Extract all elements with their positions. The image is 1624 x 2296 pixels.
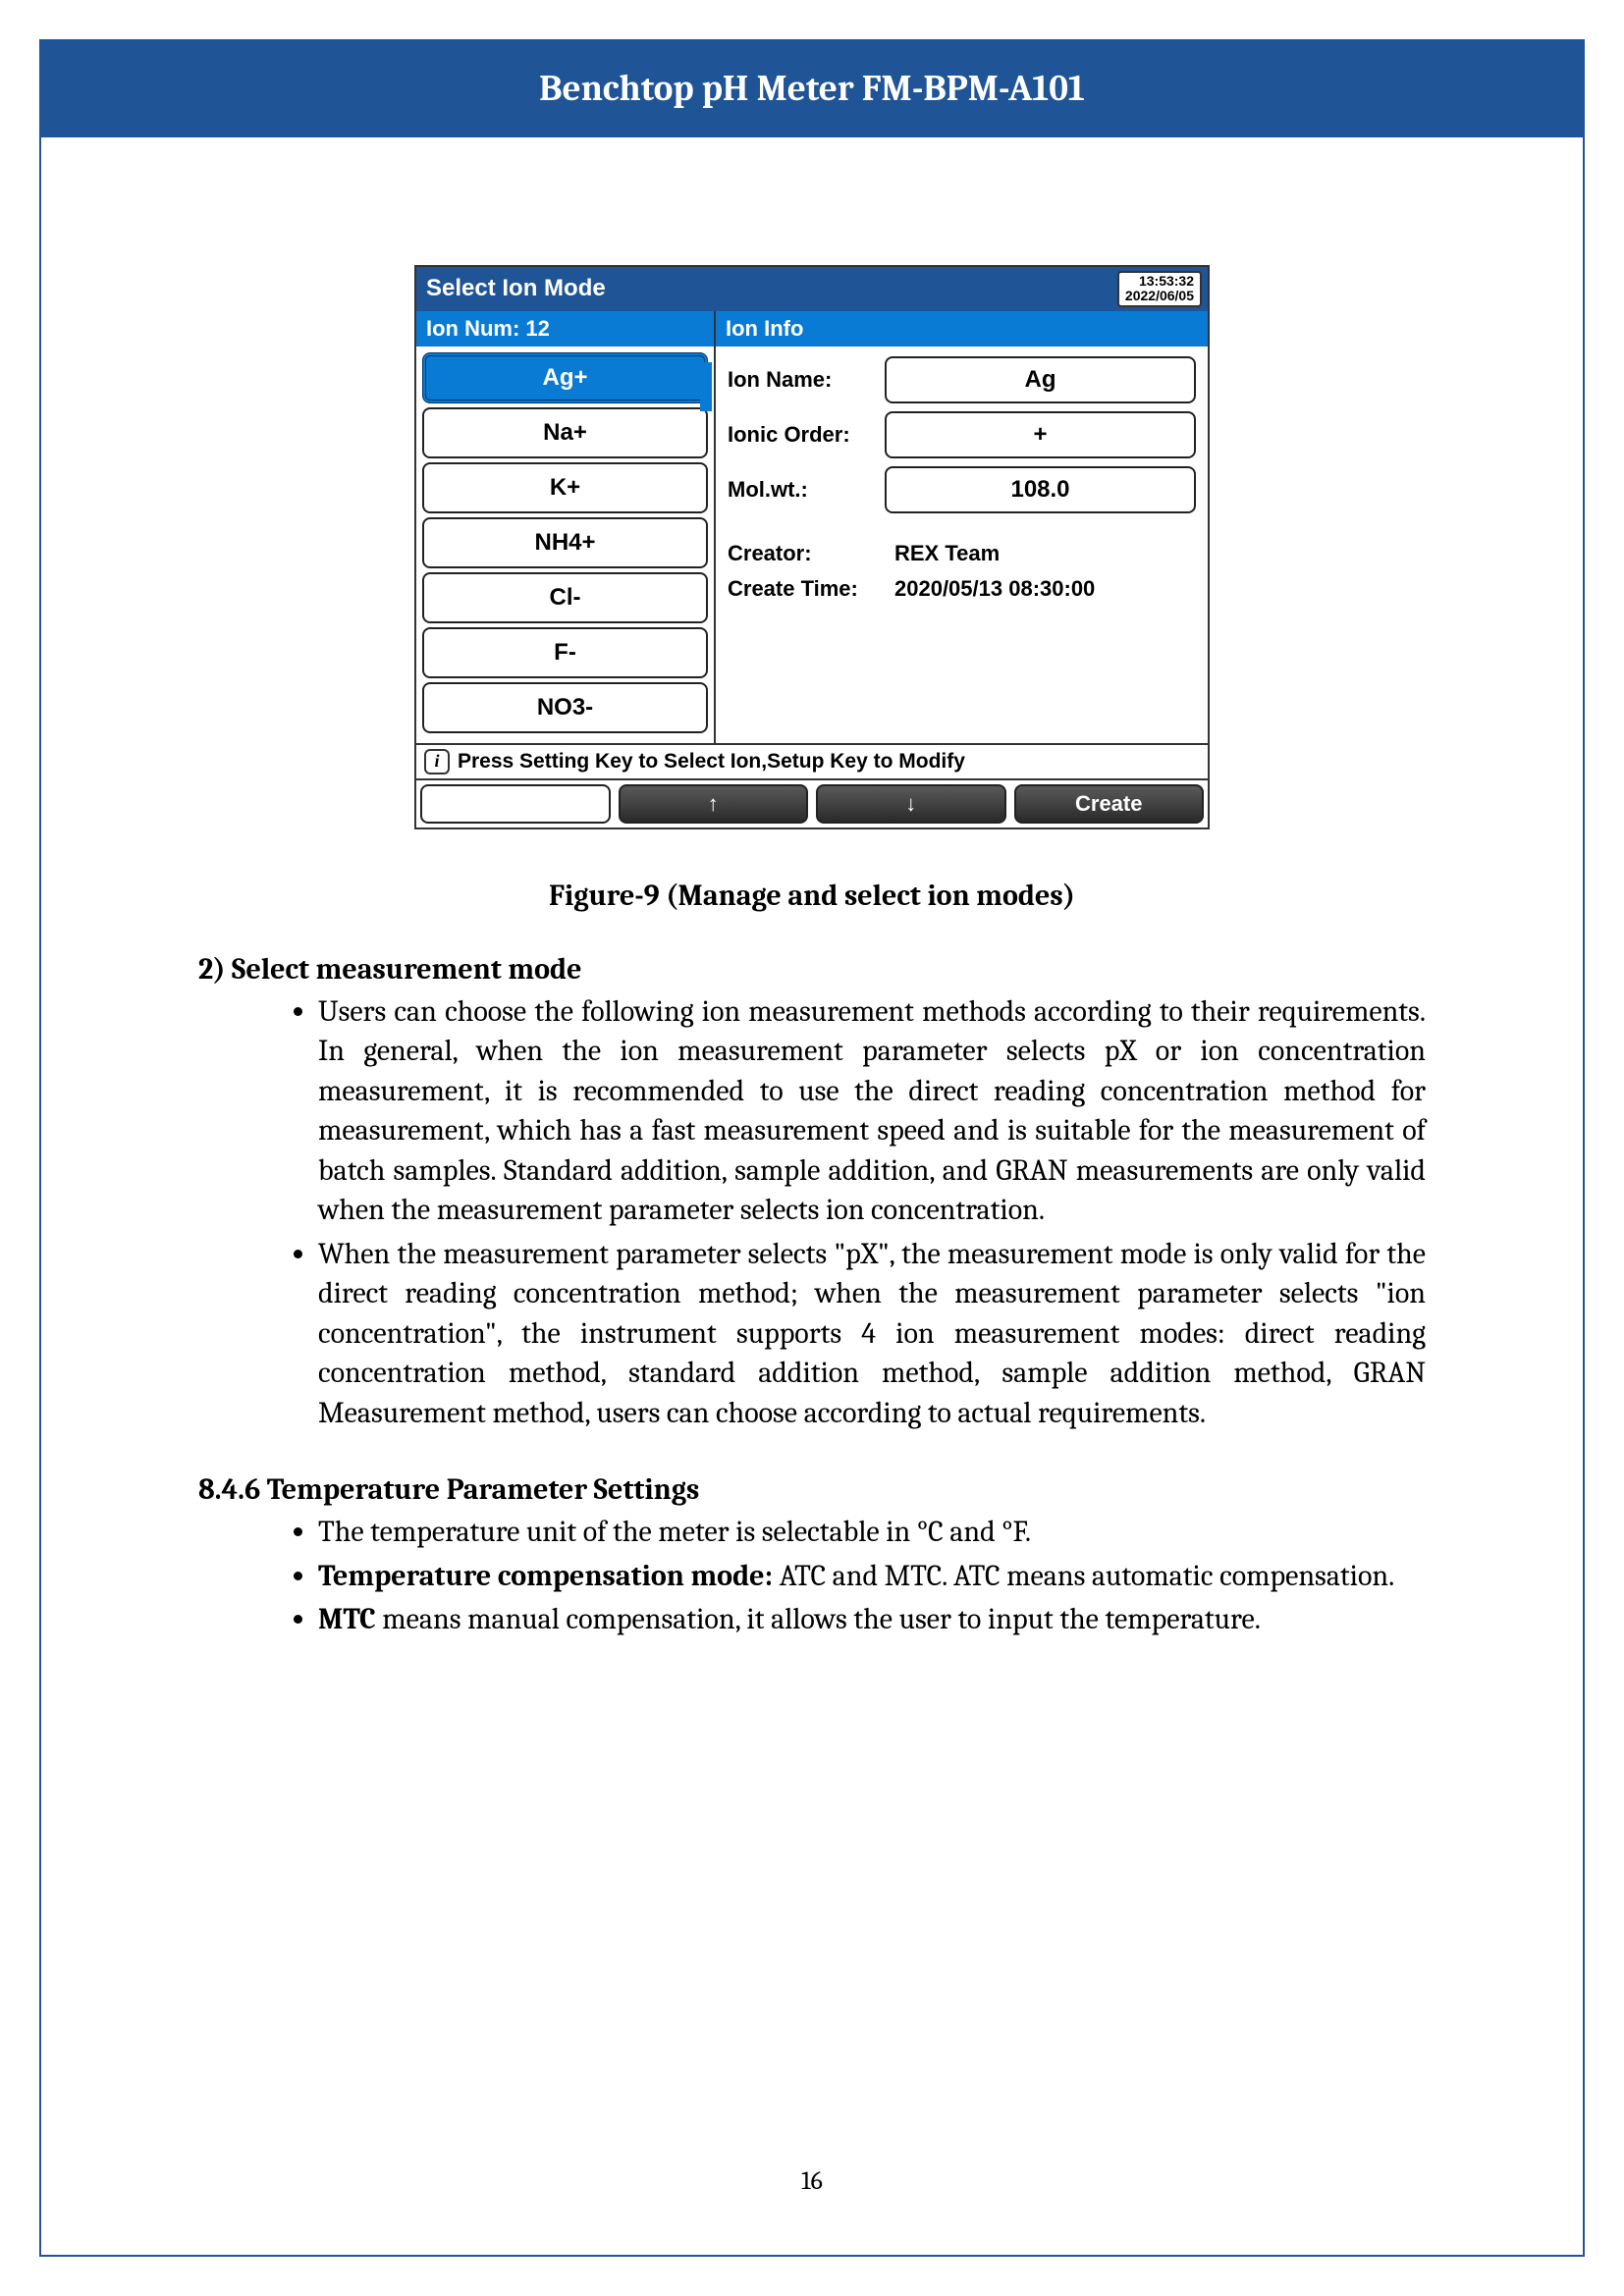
- list-item: The temperature unit of the meter is sel…: [318, 1513, 1426, 1553]
- ion-name-value: Ag: [885, 356, 1196, 403]
- ion-item[interactable]: F-: [422, 627, 708, 678]
- create-button[interactable]: Create: [1014, 784, 1205, 824]
- soft-button-blank[interactable]: [420, 784, 611, 824]
- clock-time: 13:53:32: [1125, 274, 1194, 289]
- ion-item[interactable]: Cl-: [422, 572, 708, 623]
- ion-num-label: Ion Num: 12: [416, 311, 716, 347]
- list-item: Temperature compensation mode: ATC and M…: [318, 1557, 1426, 1597]
- device-subheader: Ion Num: 12 Ion Info: [416, 311, 1208, 347]
- ionic-order-value: +: [885, 411, 1196, 458]
- figure-caption: Figure-9 (Manage and select ion modes): [198, 879, 1426, 913]
- device-screenshot: Select Ion Mode 13:53:32 2022/06/05 Ion …: [414, 265, 1210, 829]
- section-2-list: Users can choose the following ion measu…: [198, 992, 1426, 1434]
- molwt-label: Mol.wt.:: [728, 477, 885, 503]
- section-846-list: The temperature unit of the meter is sel…: [198, 1513, 1426, 1640]
- doc-title: Benchtop pH Meter FM-BPM-A101: [539, 69, 1085, 110]
- body-text: means manual compensation, it allows the…: [376, 1602, 1261, 1636]
- page-number: 16: [41, 2166, 1583, 2196]
- page-content: Select Ion Mode 13:53:32 2022/06/05 Ion …: [41, 137, 1583, 1644]
- ion-item[interactable]: NH4+: [422, 517, 708, 568]
- doc-header: Benchtop pH Meter FM-BPM-A101: [41, 41, 1583, 137]
- ion-item[interactable]: K+: [422, 462, 708, 513]
- bold-text: Temperature compensation mode:: [318, 1559, 773, 1593]
- up-button[interactable]: ↑: [619, 784, 809, 824]
- device-body: Ag+ Na+ K+ NH4+ Cl- F- NO3- Ion Name: Ag: [416, 347, 1208, 743]
- body-text: ATC and MTC. ATC means automatic compens…: [773, 1559, 1394, 1593]
- clock-date: 2022/06/05: [1125, 289, 1194, 303]
- down-button[interactable]: ↓: [816, 784, 1006, 824]
- ion-item[interactable]: NO3-: [422, 682, 708, 733]
- create-time-label: Create Time:: [728, 576, 894, 602]
- device-clock: 13:53:32 2022/06/05: [1117, 271, 1202, 307]
- soft-button-bar: ↑ ↓ Create: [416, 778, 1208, 828]
- ion-list-panel: Ag+ Na+ K+ NH4+ Cl- F- NO3-: [416, 347, 716, 743]
- section-2-heading: 2) Select measurement mode: [198, 952, 1426, 987]
- bold-text: MTC: [318, 1602, 376, 1636]
- ion-name-label: Ion Name:: [728, 367, 885, 393]
- molwt-value: 108.0: [885, 466, 1196, 513]
- ion-item[interactable]: Ag+: [422, 352, 708, 403]
- device-title: Select Ion Mode: [426, 275, 606, 302]
- ionic-order-label: Ionic Order:: [728, 422, 885, 448]
- ion-info-label: Ion Info: [716, 311, 1208, 347]
- create-time-value: 2020/05/13 08:30:00: [894, 576, 1095, 602]
- creator-label: Creator:: [728, 541, 894, 566]
- device-titlebar: Select Ion Mode 13:53:32 2022/06/05: [416, 267, 1208, 311]
- ion-list: Ag+ Na+ K+ NH4+ Cl- F- NO3-: [422, 352, 708, 737]
- scrollbar-thumb[interactable]: [700, 362, 712, 411]
- list-item: Users can choose the following ion measu…: [318, 992, 1426, 1231]
- section-846-heading: 8.4.6 Temperature Parameter Settings: [198, 1472, 1426, 1507]
- hint-bar: i Press Setting Key to Select Ion,Setup …: [416, 743, 1208, 778]
- hint-text: Press Setting Key to Select Ion,Setup Ke…: [458, 750, 965, 774]
- ion-info-panel: Ion Name: Ag Ionic Order: + Mol.wt.: 108…: [716, 347, 1208, 743]
- creator-value: REX Team: [894, 541, 1000, 566]
- list-item: MTC means manual compensation, it allows…: [318, 1600, 1426, 1640]
- info-icon: i: [424, 749, 450, 774]
- ion-item[interactable]: Na+: [422, 407, 708, 458]
- list-item: When the measurement parameter selects "…: [318, 1235, 1426, 1434]
